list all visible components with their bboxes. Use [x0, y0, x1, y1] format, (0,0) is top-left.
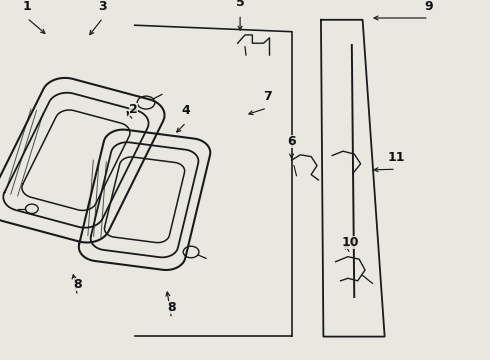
- Text: 3: 3: [98, 0, 107, 13]
- Text: 5: 5: [236, 0, 245, 9]
- Text: 7: 7: [263, 90, 271, 103]
- Text: 8: 8: [73, 278, 82, 291]
- Text: 4: 4: [182, 104, 191, 117]
- Text: 2: 2: [129, 103, 138, 116]
- Text: 9: 9: [424, 0, 433, 13]
- Text: 6: 6: [287, 135, 296, 148]
- Text: 1: 1: [23, 0, 31, 13]
- Text: 8: 8: [167, 301, 176, 314]
- Text: 10: 10: [342, 236, 359, 249]
- Text: 11: 11: [387, 151, 405, 164]
